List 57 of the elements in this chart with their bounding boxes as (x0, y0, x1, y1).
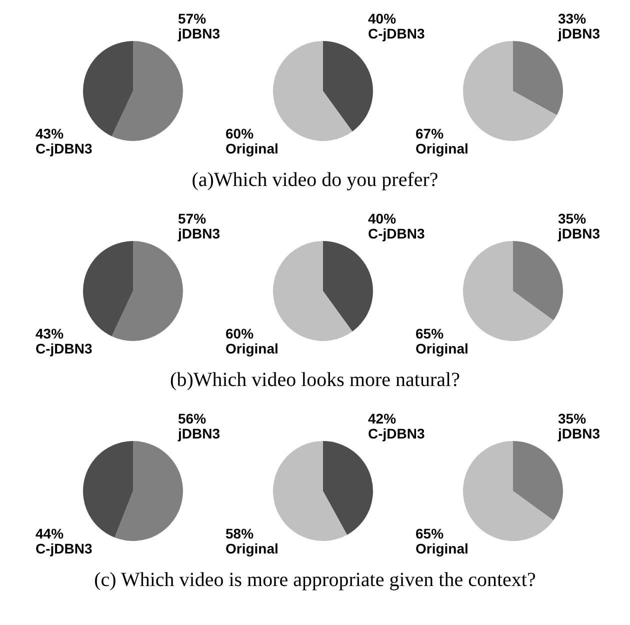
slice-label: jDBN3 (177, 426, 220, 442)
data-label: 40% (368, 10, 397, 26)
pie-slice (273, 441, 348, 541)
pie-slice (463, 241, 554, 341)
pie-slice (513, 41, 563, 116)
slice-label: C-jDBN3 (368, 226, 425, 242)
data-label: 35% (558, 210, 587, 226)
pie-slice (323, 441, 373, 535)
pie-slice (83, 41, 133, 136)
slice-label: Original (416, 140, 468, 156)
slice-label: jDBN3 (557, 26, 600, 42)
slice-label: Original (416, 540, 468, 556)
data-label: 43% (36, 326, 64, 342)
pie-slice (83, 441, 133, 538)
data-label: 57% (178, 10, 207, 26)
text: (b)Which video looks more natural? (169, 368, 461, 392)
slice-label: Original (416, 340, 468, 356)
slice-label: C-jDBN3 (368, 26, 425, 42)
slice-label: Original (226, 340, 278, 356)
data-label: 58% (226, 526, 254, 542)
data-label: 33% (558, 10, 587, 26)
data-label: 35% (558, 410, 587, 426)
data-label: 56% (178, 410, 207, 426)
data-label: 40% (368, 210, 397, 226)
pie-slice (323, 41, 373, 132)
pie-slice (83, 241, 133, 336)
data-label: 60% (226, 126, 254, 142)
pie-slice (463, 441, 554, 541)
data-label: 60% (226, 326, 254, 342)
data-label: 43% (36, 126, 64, 142)
pie-slice (112, 241, 183, 341)
text: (c) Which video is more appropriate given the context? (93, 568, 537, 592)
slice-label: jDBN3 (557, 426, 600, 442)
text: (a)Which video do you prefer? (190, 168, 440, 192)
data-label: 42% (368, 410, 397, 426)
pie-slice (273, 241, 352, 341)
data-label: 65% (416, 526, 444, 542)
pie-slice (112, 41, 183, 141)
pie-slice (114, 441, 183, 541)
data-label: 65% (416, 326, 444, 342)
pie-slice (273, 41, 352, 141)
data-label: 57% (178, 210, 207, 226)
slice-label: Original (226, 140, 278, 156)
slice-label: C-jDBN3 (36, 340, 92, 356)
pie-slice (513, 441, 563, 520)
pie-slice (513, 241, 563, 320)
pie-slice (323, 241, 373, 332)
slice-label: jDBN3 (557, 226, 600, 242)
slice-label: jDBN3 (177, 26, 220, 42)
data-label: 67% (416, 126, 444, 142)
data-label: 44% (36, 526, 64, 542)
slice-label: C-jDBN3 (368, 426, 425, 442)
pie-slice (463, 41, 557, 141)
slice-label: C-jDBN3 (36, 140, 92, 156)
slice-label: jDBN3 (177, 226, 220, 242)
slice-label: C-jDBN3 (36, 540, 92, 556)
slice-label: Original (226, 540, 278, 556)
